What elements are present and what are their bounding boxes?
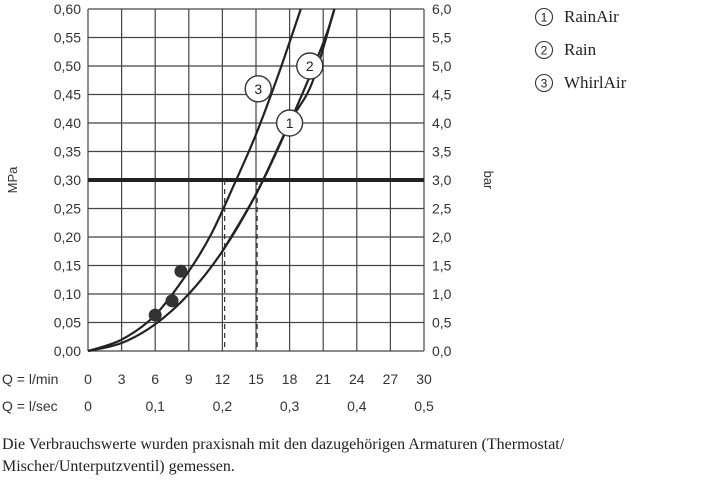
x-tick-lmin: 12 bbox=[215, 371, 231, 387]
data-points bbox=[148, 264, 188, 322]
curve-marker-2 bbox=[296, 52, 324, 80]
y-tick-left: 0,55 bbox=[54, 30, 81, 46]
y-tick-left: 0,00 bbox=[54, 343, 81, 359]
y-tick-left: 0,05 bbox=[54, 315, 81, 331]
data-point bbox=[174, 264, 188, 278]
y-axis-label-right: bar bbox=[481, 171, 496, 190]
curve-marker-1 bbox=[275, 109, 304, 137]
x-tick-lsec: 0,4 bbox=[347, 398, 367, 414]
x-tick-lmin: 27 bbox=[383, 371, 399, 387]
y-tick-right: 0,5 bbox=[432, 315, 452, 331]
y-tick-right: 4,5 bbox=[432, 87, 452, 103]
legend: 1 RainAir 2 Rain 3 WhirlAir bbox=[534, 7, 627, 93]
x-tick-lsec: 0 bbox=[84, 398, 92, 414]
y-tick-right: 0,0 bbox=[432, 343, 452, 359]
y-tick-left: 0,15 bbox=[54, 258, 81, 274]
curve-labels: 1 2 3 bbox=[244, 52, 324, 137]
reference-layer bbox=[88, 178, 424, 351]
x-tick-lmin: 0 bbox=[84, 371, 92, 387]
legend-label-rain: Rain bbox=[564, 40, 597, 59]
legend-symbol bbox=[534, 40, 554, 60]
y-tick-left: 0,20 bbox=[54, 229, 81, 245]
pressure-flow-chart: 123 0,000,050,100,150,200,250,300,350,40… bbox=[2, 1, 627, 414]
x-tick-lsec: 0,2 bbox=[213, 398, 233, 414]
y-tick-right: 1,0 bbox=[432, 286, 452, 302]
y-tick-right: 5,0 bbox=[432, 58, 452, 74]
y-tick-right: 6,0 bbox=[432, 1, 452, 17]
curve-marker-label: 1 bbox=[286, 115, 294, 131]
y-tick-right: 3,0 bbox=[432, 172, 452, 188]
x-tick-lmin: 6 bbox=[151, 371, 159, 387]
y-tick-right: 2,0 bbox=[432, 229, 452, 245]
y-tick-left: 0,50 bbox=[54, 58, 81, 74]
y-tick-right: 4,0 bbox=[432, 115, 452, 131]
y-tick-right: 1,5 bbox=[432, 258, 452, 274]
legend-number: 1 bbox=[541, 11, 548, 25]
y-tick-left: 0,40 bbox=[54, 115, 81, 131]
y-tick-left: 0,60 bbox=[54, 1, 81, 17]
x-axis-label-lsec: Q = l/sec bbox=[2, 398, 58, 414]
data-point bbox=[165, 294, 179, 308]
curve-whirlair bbox=[87, 8, 302, 353]
x-tick-lmin: 9 bbox=[185, 371, 193, 387]
x-tick-lmin: 15 bbox=[248, 371, 264, 387]
x-tick-lsec: 0,5 bbox=[414, 398, 434, 414]
x-axis-label-lmin: Q = l/min bbox=[2, 371, 58, 387]
y-tick-left: 0,30 bbox=[54, 172, 81, 188]
legend-symbol bbox=[534, 73, 554, 93]
legend-number: 3 bbox=[541, 77, 548, 91]
legend-number: 2 bbox=[541, 44, 548, 58]
x-tick-lmin: 3 bbox=[118, 371, 126, 387]
curve-marker-label: 3 bbox=[254, 81, 262, 97]
x-tick-lmin: 30 bbox=[416, 371, 432, 387]
y-tick-left: 0,10 bbox=[54, 286, 81, 302]
y-axis-label-left: MPa bbox=[5, 166, 20, 194]
x-tick-lsec: 0,1 bbox=[145, 398, 165, 414]
x-tick-lsec: 0,3 bbox=[280, 398, 300, 414]
y-tick-right: 2,5 bbox=[432, 201, 452, 217]
curve-marker-3 bbox=[244, 75, 272, 103]
y-tick-right: 5,5 bbox=[432, 30, 452, 46]
x-tick-lmin: 21 bbox=[315, 371, 331, 387]
y-tick-left: 0,25 bbox=[54, 201, 81, 217]
legend-symbol bbox=[534, 7, 554, 27]
y-tick-right: 3,5 bbox=[432, 144, 452, 160]
x-tick-lmin: 18 bbox=[282, 371, 298, 387]
x-tick-lmin: 24 bbox=[349, 371, 365, 387]
curve-marker-label: 2 bbox=[306, 58, 314, 74]
data-point bbox=[148, 308, 162, 322]
caption: Die Verbrauchswerte wurden praxisnah mit… bbox=[2, 436, 565, 475]
legend-label-whirlair: WhirlAir bbox=[564, 73, 627, 92]
legend-label-rainair: RainAir bbox=[564, 7, 619, 26]
y-tick-left: 0,35 bbox=[54, 144, 81, 160]
y-tick-left: 0,45 bbox=[54, 87, 81, 103]
axis-labels: 0,000,050,100,150,200,250,300,350,400,45… bbox=[2, 1, 496, 414]
